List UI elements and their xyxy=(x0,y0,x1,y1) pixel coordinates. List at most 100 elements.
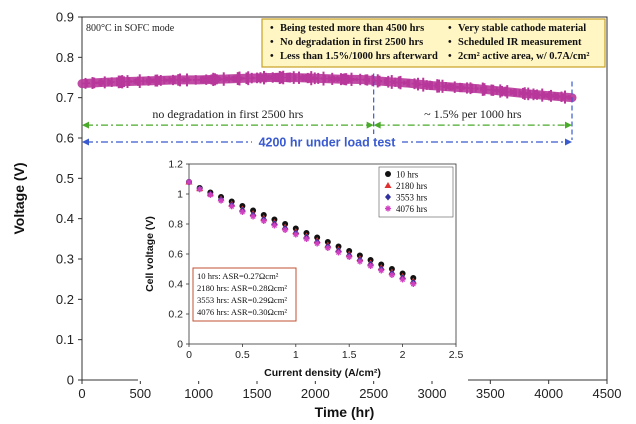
inset-point-d2 xyxy=(314,240,320,247)
info-bullet-right: • xyxy=(448,51,452,62)
x-tick-label: 1500 xyxy=(243,386,272,401)
inset-point xyxy=(303,236,310,242)
inset-point xyxy=(282,227,289,233)
arrow-total-test-head-right xyxy=(565,138,572,146)
asr-box xyxy=(192,267,297,322)
y-tick-label: 0.5 xyxy=(56,171,74,186)
y-tick-label: 0.2 xyxy=(56,292,74,307)
inset-x-tick-label: 0.5 xyxy=(235,349,250,361)
info-line-left: Less than 1.5%/1000 hrs afterward xyxy=(280,51,438,62)
arrow-after-2500 xyxy=(373,121,572,129)
inset-x-tick-label: 1.5 xyxy=(342,349,357,361)
inset-y-tick-label: 0.4 xyxy=(168,279,183,291)
inset-point-d2 xyxy=(250,213,256,220)
inset-point xyxy=(356,258,363,265)
inset-point xyxy=(388,272,395,278)
inset-point xyxy=(271,222,278,229)
inset-point-d2 xyxy=(293,231,299,238)
inset-y-tick-label: 0.8 xyxy=(168,219,183,231)
arrow-first-2500-head-left xyxy=(82,121,89,129)
info-box xyxy=(261,18,606,68)
legend-marker-3 xyxy=(385,205,391,212)
x-tick-label: 4500 xyxy=(593,386,622,401)
inset-point-d2 xyxy=(261,218,267,224)
y-tick-label: 0.9 xyxy=(56,10,74,25)
inset-point xyxy=(324,245,331,251)
legend-marker-2 xyxy=(385,193,391,201)
x-tick-label: 0 xyxy=(78,386,85,401)
inset-point xyxy=(410,281,417,287)
x-tick-label: 4000 xyxy=(534,386,563,401)
inset-point xyxy=(218,197,225,204)
inset-point-d2 xyxy=(389,272,395,278)
inset-point xyxy=(196,186,203,193)
info-line-left: No degradation in first 2500 hrs xyxy=(280,37,423,48)
info-bullet-left: • xyxy=(270,37,274,48)
x-tick-label: 2000 xyxy=(301,386,330,401)
inset-point xyxy=(260,218,267,224)
x-tick-label: 500 xyxy=(129,386,151,401)
inset-point xyxy=(399,276,406,283)
inset-x-tick-label: 0 xyxy=(186,349,192,361)
legend-label-3: 4076 hrs xyxy=(396,204,428,214)
inset-point-d2 xyxy=(400,276,406,283)
inset-point xyxy=(186,179,192,185)
arrow-after-2500-head-left xyxy=(373,121,381,129)
inset-point-d2 xyxy=(303,236,310,242)
inset-point xyxy=(335,249,342,256)
y-axis-label: Voltage (V) xyxy=(11,162,27,234)
inset-point xyxy=(250,213,257,220)
inset-point-d2 xyxy=(197,186,203,192)
legend-label-0: 10 hrs xyxy=(396,170,419,180)
inset-point-d2 xyxy=(357,258,363,265)
inset-point-d2 xyxy=(335,249,342,256)
inset-point xyxy=(346,254,353,260)
degradation-rate-label: ~ 1.5% per 1000 hrs xyxy=(424,107,522,121)
inset-point xyxy=(314,240,321,247)
y-tick-label: 0.1 xyxy=(56,332,74,347)
arrow-total-test-head-left xyxy=(82,138,89,146)
info-line-left: Being tested more than 4500 hrs xyxy=(280,23,424,34)
inset-point-d2 xyxy=(186,179,192,185)
asr-line-2: 3553 hrs: ASR=0.29Ωcm² xyxy=(197,295,287,305)
inset-series-3 xyxy=(186,179,417,287)
info-bullet-right: • xyxy=(448,37,452,48)
legend-label-2: 3553 hrs xyxy=(396,193,428,203)
inset-point xyxy=(367,263,374,269)
condition-note: 800°C in SOFC mode xyxy=(86,23,175,34)
legend-marker-0 xyxy=(385,171,391,177)
y-tick-label: 0.7 xyxy=(56,90,74,105)
inset-y-tick-label: 0 xyxy=(177,339,183,351)
arrow-first-2500-head-right xyxy=(366,121,374,129)
y-tick-label: 0.6 xyxy=(56,131,74,146)
info-line-right: Scheduled IR measurement xyxy=(458,37,582,48)
info-bullet-left: • xyxy=(270,51,274,62)
x-tick-label: 2500 xyxy=(359,386,388,401)
y-tick-label: 0 xyxy=(67,373,74,388)
inset-point xyxy=(228,203,235,210)
inset-point-d2 xyxy=(378,267,384,274)
inset-x-tick-label: 1 xyxy=(293,349,299,361)
inset-legend xyxy=(378,166,454,218)
total-test-label: 4200 hr under load test xyxy=(259,136,397,150)
inset-point-d2 xyxy=(218,198,224,204)
legend-marker-1 xyxy=(384,182,392,188)
inset-point-d2 xyxy=(229,203,235,209)
inset-y-axis-label: Cell voltage (V) xyxy=(144,216,156,292)
x-axis-label: Time (hr) xyxy=(315,404,375,420)
x-tick-label: 3500 xyxy=(476,386,505,401)
info-bullet-right: • xyxy=(448,23,452,34)
arrow-after-2500-head-right xyxy=(565,121,572,129)
info-line-right: Very stable cathode material xyxy=(458,23,586,34)
total-label-backdrop xyxy=(252,134,402,151)
y-tick-label: 0.4 xyxy=(56,211,74,226)
y-tick-label: 0.8 xyxy=(56,50,74,65)
asr-line-0: 10 hrs: ASR=0.27Ωcm² xyxy=(197,271,279,281)
inset-point xyxy=(239,209,246,215)
x-tick-label: 3000 xyxy=(418,386,447,401)
inset-point xyxy=(207,191,214,198)
inset-point-d2 xyxy=(271,222,277,229)
inset-point-d2 xyxy=(207,192,213,198)
inset-x-tick-label: 2.5 xyxy=(449,349,464,361)
